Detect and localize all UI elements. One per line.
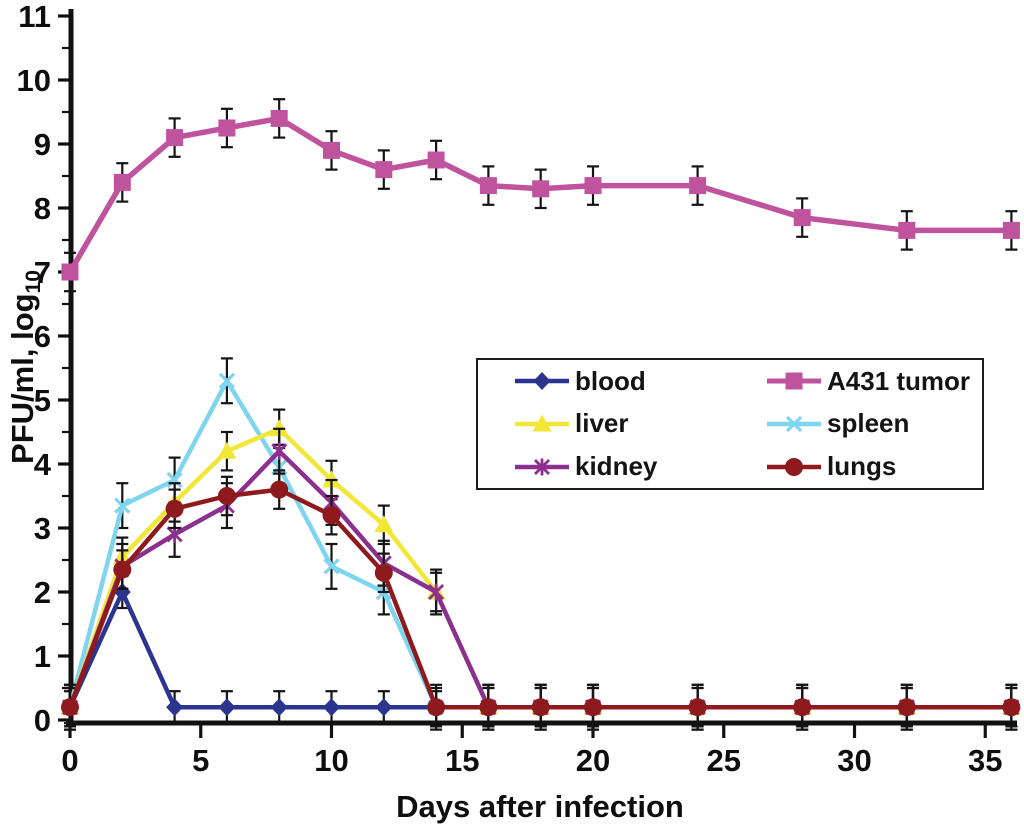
tick-label: 6 [34,319,51,354]
triangle-marker-icon [217,441,237,459]
circle-marker-icon [61,698,79,717]
diamond-marker-icon [218,698,236,717]
legend-swatch-kidney [514,455,570,479]
series-lungs [61,469,1021,728]
diamond-marker-icon [323,698,340,717]
triangle-marker-icon [374,515,394,533]
x-marker-icon [218,372,236,389]
circle-marker-icon [374,563,393,582]
circle-marker-icon [531,698,550,717]
circle-marker-icon [479,698,498,717]
tick-label: 8 [34,191,51,226]
circle-marker-icon [688,698,707,717]
series-a431-tumor [61,98,1020,293]
tick-label: 7 [34,255,51,290]
square-marker-icon [61,263,79,281]
circle-marker-icon [113,560,132,579]
circle-marker-icon [1002,698,1021,717]
tick-label: 30 [837,743,871,778]
legend-swatch-blood [514,369,570,393]
star-marker-icon [534,458,550,476]
tick-label: 0 [61,743,78,778]
tick-label: 0 [34,703,51,738]
square-marker-icon [785,372,803,390]
tick-label: 25 [707,743,741,778]
square-marker-icon [166,129,184,147]
tick-label: 1 [34,639,51,674]
legend-label-a431-tumor: A431 tumor [827,365,971,396]
legend-item-liver: liver [478,403,730,446]
legend-label-lungs: lungs [827,451,897,482]
star-marker-icon [271,442,288,460]
square-marker-icon [218,119,236,137]
y-axis-title-subscript: 10 [22,270,46,294]
circle-marker-icon [427,698,446,717]
x-marker-icon [323,558,340,575]
diamond-marker-icon [270,698,288,717]
square-marker-icon [113,173,131,191]
legend-label-blood: blood [575,365,646,396]
tick-label: 15 [445,743,479,778]
tick-label: 5 [192,743,209,778]
square-marker-icon [532,180,550,198]
square-marker-icon [1002,221,1020,239]
diamond-marker-icon [166,698,184,717]
square-marker-icon [323,141,340,159]
circle-marker-icon [270,480,289,499]
tick-label: 5 [34,383,51,418]
x-marker-icon [114,497,131,514]
legend-swatch-spleen [766,412,822,436]
circle-marker-icon [217,487,236,505]
tick-label: 10 [17,63,51,98]
circle-marker-icon [584,698,602,717]
legend-swatch-liver [514,412,570,436]
tick-label: 9 [34,127,51,162]
legend-item-kidney: kidney [478,445,730,488]
diamond-marker-icon [533,372,551,391]
legend: blood A431 tumor liver spleen kidney lungs [476,358,984,490]
square-marker-icon [584,177,602,195]
circle-marker-icon [165,499,184,518]
triangle-marker-icon [532,414,552,432]
circle-marker-icon [785,457,803,476]
circle-marker-icon [793,698,812,717]
legend-swatch-a431-tumor [766,369,822,393]
tick-label: 3 [34,511,51,546]
diamond-marker-icon [113,583,131,601]
square-marker-icon [479,177,497,195]
circle-marker-icon [322,506,341,525]
square-marker-icon [375,161,393,179]
x-marker-icon [785,415,803,433]
y-axis-title-text: PFU/ml, log [5,293,40,464]
circle-marker-icon [897,698,916,717]
y-axis-title: PFU/ml, log10 [4,212,46,522]
legend-label-spleen: spleen [827,408,910,439]
legend-item-a431-tumor: A431 tumor [730,360,982,403]
legend-label-liver: liver [575,408,629,439]
square-marker-icon [898,221,916,239]
square-marker-icon [689,177,707,195]
star-marker-icon [428,583,445,601]
square-marker-icon [427,151,445,169]
tick-label: 35 [968,743,1002,778]
tick-label: 20 [576,743,610,778]
diamond-marker-icon [375,698,393,717]
legend-item-spleen: spleen [730,403,982,446]
legend-swatch-lungs [766,455,822,479]
tick-label: 10 [314,743,348,778]
square-marker-icon [793,209,811,227]
square-marker-icon [270,109,288,127]
tick-label: 11 [18,0,51,34]
x-marker-icon [166,471,183,489]
legend-item-blood: blood [478,360,730,403]
x-axis-title: Days after infection [396,789,684,824]
tick-label: 4 [34,447,52,482]
legend-item-lungs: lungs [730,445,982,488]
legend-label-kidney: kidney [575,451,658,482]
tick-label: 2 [34,575,51,610]
